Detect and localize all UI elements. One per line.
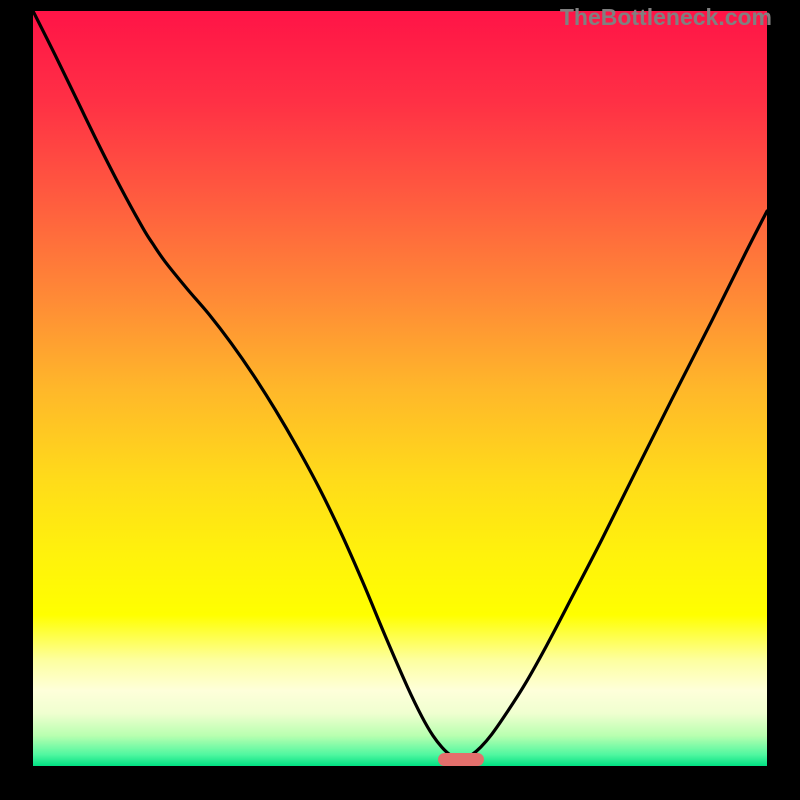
- plot-area: [33, 11, 767, 766]
- optimal-marker: [438, 753, 484, 766]
- bottleneck-curve: [33, 11, 767, 766]
- watermark-text: TheBottleneck.com: [560, 4, 772, 31]
- chart-container: TheBottleneck.com: [0, 0, 800, 800]
